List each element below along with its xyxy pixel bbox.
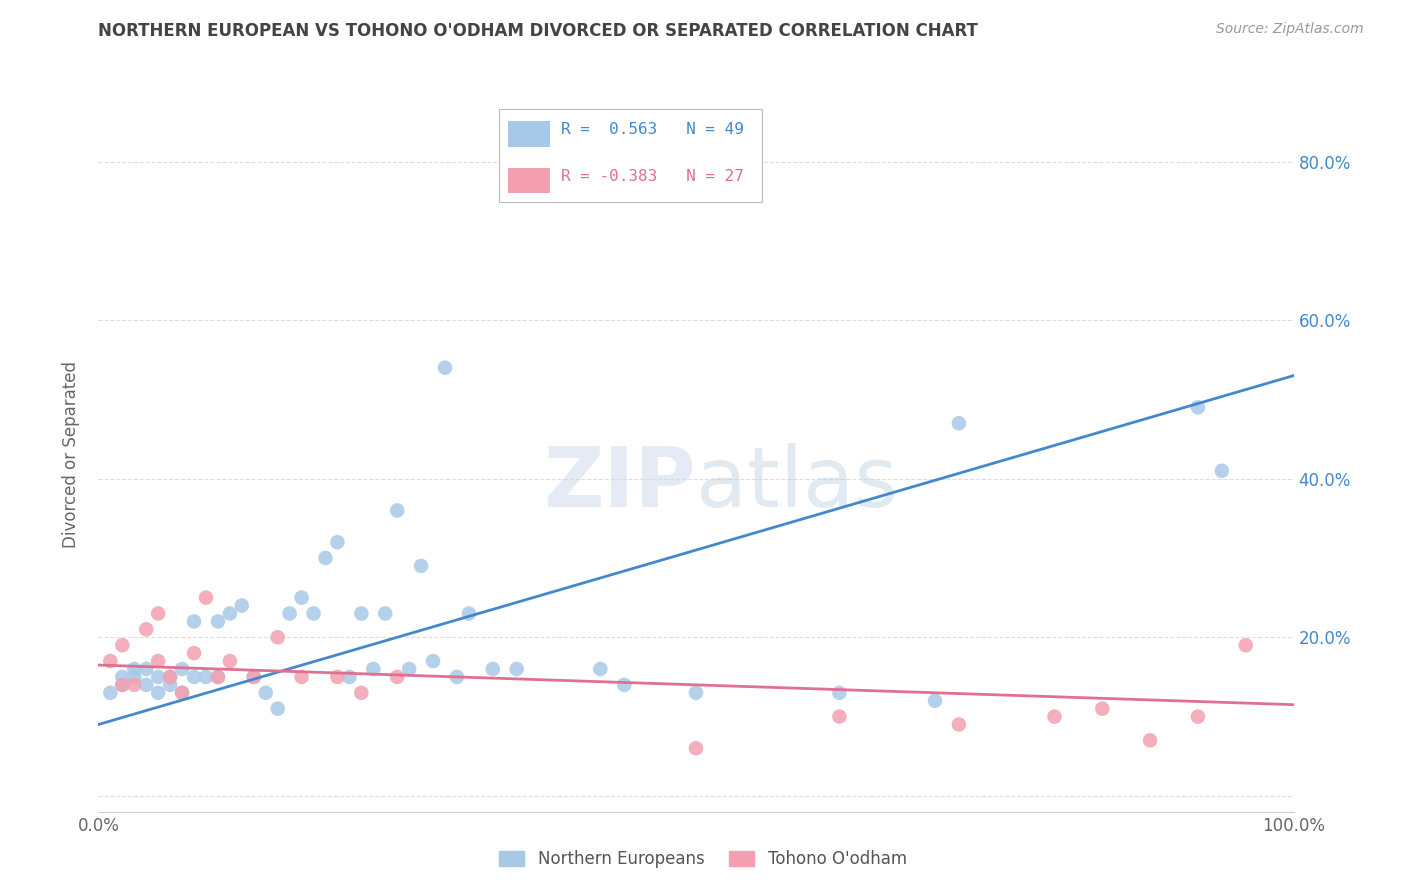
Text: NORTHERN EUROPEAN VS TOHONO O'ODHAM DIVORCED OR SEPARATED CORRELATION CHART: NORTHERN EUROPEAN VS TOHONO O'ODHAM DIVO… xyxy=(98,22,979,40)
Point xyxy=(1234,638,1257,652)
Point xyxy=(172,686,194,700)
Point xyxy=(207,670,229,684)
Point xyxy=(278,607,301,621)
Point xyxy=(111,670,134,684)
Point xyxy=(1211,464,1233,478)
Point xyxy=(828,686,851,700)
Text: atlas: atlas xyxy=(696,443,897,524)
Point xyxy=(148,654,170,668)
Point xyxy=(339,670,360,684)
Point xyxy=(363,662,385,676)
Point xyxy=(207,670,229,684)
Point xyxy=(1139,733,1161,747)
Point xyxy=(315,551,337,566)
Point xyxy=(398,662,420,676)
Bar xyxy=(509,121,550,146)
FancyBboxPatch shape xyxy=(499,109,762,202)
Point xyxy=(254,686,277,700)
Point xyxy=(1187,401,1209,415)
Point xyxy=(207,615,229,629)
Point xyxy=(446,670,468,684)
Point xyxy=(159,670,181,684)
Point xyxy=(374,607,396,621)
Point xyxy=(685,686,707,700)
Point xyxy=(159,670,181,684)
Point xyxy=(685,741,707,756)
Point xyxy=(613,678,636,692)
Bar xyxy=(509,168,550,193)
Y-axis label: Divorced or Separated: Divorced or Separated xyxy=(62,361,80,549)
Point xyxy=(111,638,134,652)
Point xyxy=(148,607,170,621)
Point xyxy=(948,416,970,430)
Point xyxy=(231,599,253,613)
Point xyxy=(172,662,194,676)
Point xyxy=(194,591,218,605)
Point xyxy=(111,678,134,692)
Point xyxy=(291,670,314,684)
Point xyxy=(183,615,205,629)
Point xyxy=(350,607,373,621)
Point xyxy=(350,686,373,700)
Point xyxy=(326,535,349,549)
Point xyxy=(219,654,242,668)
Point xyxy=(98,686,122,700)
Point xyxy=(243,670,266,684)
Point xyxy=(172,686,194,700)
Point xyxy=(243,670,266,684)
Point xyxy=(589,662,612,676)
Point xyxy=(124,670,146,684)
Point xyxy=(194,670,218,684)
Point xyxy=(111,678,134,692)
Point xyxy=(291,591,314,605)
Point xyxy=(98,654,122,668)
Point xyxy=(148,686,170,700)
Point xyxy=(948,717,970,731)
Point xyxy=(135,623,157,637)
Point xyxy=(219,607,242,621)
Point xyxy=(183,646,205,660)
Point xyxy=(433,360,456,375)
Point xyxy=(135,662,157,676)
Point xyxy=(458,607,481,621)
Point xyxy=(422,654,444,668)
Point xyxy=(124,662,146,676)
Point xyxy=(267,701,290,715)
Point xyxy=(411,558,433,573)
Point xyxy=(828,709,851,723)
Point xyxy=(302,607,325,621)
Point xyxy=(1043,709,1066,723)
Point xyxy=(159,678,181,692)
Point xyxy=(1091,701,1114,715)
Point xyxy=(124,678,146,692)
Point xyxy=(148,670,170,684)
Point xyxy=(326,670,349,684)
Point xyxy=(924,694,946,708)
Point xyxy=(481,662,505,676)
Text: R = -0.383   N = 27: R = -0.383 N = 27 xyxy=(561,169,744,184)
Legend: Northern Europeans, Tohono O'odham: Northern Europeans, Tohono O'odham xyxy=(492,844,914,875)
Text: Source: ZipAtlas.com: Source: ZipAtlas.com xyxy=(1216,22,1364,37)
Point xyxy=(385,670,409,684)
Text: ZIP: ZIP xyxy=(544,443,696,524)
Point xyxy=(1187,709,1209,723)
Point xyxy=(506,662,529,676)
Point xyxy=(135,678,157,692)
Point xyxy=(267,630,290,644)
Text: R =  0.563   N = 49: R = 0.563 N = 49 xyxy=(561,122,744,137)
Point xyxy=(385,503,409,517)
Point xyxy=(183,670,205,684)
